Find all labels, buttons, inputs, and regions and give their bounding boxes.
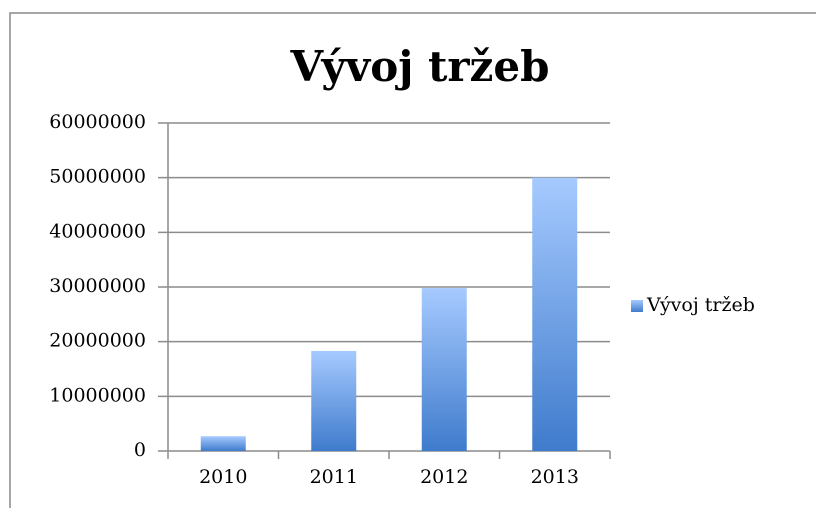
y-tick-label: 60000000 xyxy=(49,111,146,133)
bar xyxy=(532,177,578,451)
bar xyxy=(311,350,357,451)
legend-swatch xyxy=(631,300,643,312)
bar xyxy=(421,288,467,451)
x-tick-label: 2011 xyxy=(310,466,358,488)
legend-label: Vývoj tržeb xyxy=(646,294,755,316)
chart-title: Vývoj tržeb xyxy=(290,42,550,91)
y-tick-label: 10000000 xyxy=(49,384,146,406)
y-tick-label: 40000000 xyxy=(49,220,146,242)
x-tick-label: 2010 xyxy=(199,466,247,488)
bar xyxy=(200,436,246,451)
y-tick-label: 20000000 xyxy=(49,330,146,352)
y-tick-label: 30000000 xyxy=(49,275,146,297)
x-tick-label: 2013 xyxy=(531,466,579,488)
chart-frame xyxy=(9,12,816,508)
y-tick-label: 0 xyxy=(134,439,146,461)
y-tick-label: 50000000 xyxy=(49,166,146,188)
x-tick-label: 2012 xyxy=(420,466,468,488)
